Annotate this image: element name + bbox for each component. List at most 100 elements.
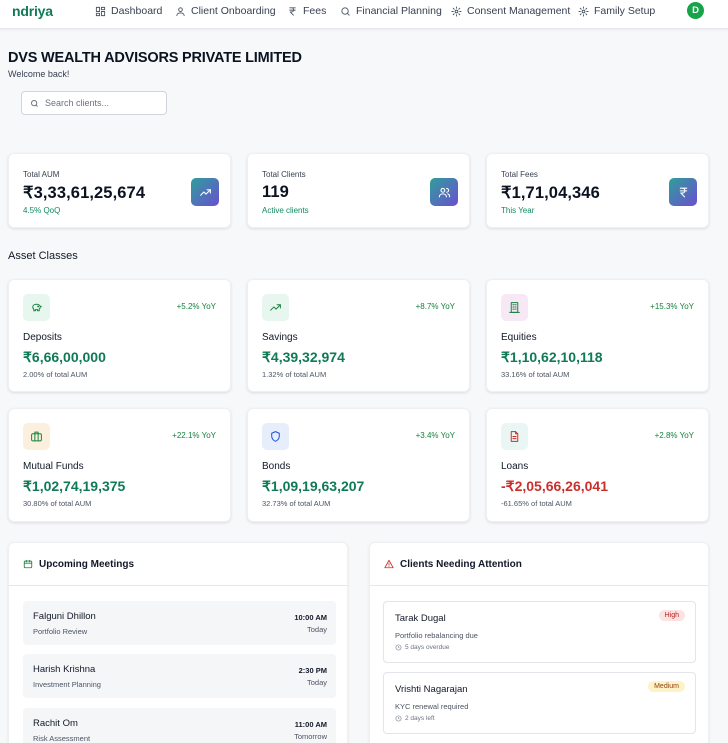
meeting-client-name: Falguni Dhillon — [33, 611, 96, 622]
brand-logo[interactable]: ndriya — [12, 3, 53, 19]
stat-subtext: Active clients — [262, 206, 309, 215]
asset-yoy: +2.8% YoY — [654, 431, 694, 440]
meeting-item[interactable]: Falguni Dhillon Portfolio Review 10:00 A… — [23, 601, 336, 645]
asset-name: Mutual Funds — [23, 461, 84, 472]
nav-fees[interactable]: Fees — [287, 5, 326, 17]
panel-title: Upcoming Meetings — [39, 558, 135, 570]
panel-header: Upcoming Meetings — [9, 543, 347, 586]
search-icon — [31, 99, 38, 107]
asset-name: Loans — [501, 461, 529, 472]
nav-dashboard[interactable]: Dashboard — [95, 5, 162, 17]
document-icon — [501, 423, 528, 450]
asset-percentage: -61.65% of total AUM — [501, 499, 572, 508]
nav-client-onboarding[interactable]: Client Onboarding — [175, 5, 276, 17]
user-icon — [176, 6, 185, 16]
attention-issue: KYC renewal required — [395, 702, 469, 711]
asset-card-bonds[interactable]: +3.4% YoY Bonds ₹1,09,19,63,207 32.73% o… — [247, 408, 470, 522]
shield-icon — [262, 423, 289, 450]
clients-attention-panel: Clients Needing Attention Tarak Dugal Po… — [369, 542, 709, 743]
gear-icon — [451, 5, 462, 17]
trend-up-icon — [191, 178, 219, 206]
stat-value: 119 — [262, 183, 289, 201]
attention-issue: Portfolio rebalancing due — [395, 631, 478, 640]
asset-percentage: 33.16% of total AUM — [501, 370, 570, 379]
attention-item[interactable]: Tarak Dugal Portfolio rebalancing due 5 … — [383, 601, 696, 663]
piggy-bank-icon — [23, 294, 50, 321]
asset-value: ₹1,02,74,19,375 — [23, 478, 126, 494]
nav-label: Dashboard — [111, 5, 163, 17]
asset-value: ₹1,09,19,63,207 — [262, 478, 365, 494]
dashboard-icon — [95, 6, 106, 16]
briefcase-icon — [23, 423, 50, 450]
attention-client-name: Vrishti Nagarajan — [395, 684, 468, 695]
asset-card-mutual-funds[interactable]: +22.1% YoY Mutual Funds ₹1,02,74,19,375 … — [8, 408, 231, 522]
asset-percentage: 1.32% of total AUM — [262, 370, 327, 379]
asset-card-equities[interactable]: +15.3% YoY Equities ₹1,10,62,10,118 33.1… — [486, 279, 709, 392]
stat-value: ₹3,33,61,25,674 — [23, 184, 146, 202]
stat-label: Total AUM — [23, 170, 60, 179]
attention-item[interactable]: Vrishti Nagarajan KYC renewal required 2… — [383, 672, 696, 734]
asset-percentage: 32.73% of total AUM — [262, 499, 331, 508]
meeting-day: Tomorrow — [294, 732, 327, 741]
nav-label: Financial Planning — [356, 5, 442, 17]
asset-card-deposits[interactable]: +5.2% YoY Deposits ₹6,66,00,000 2.00% of… — [8, 279, 231, 392]
gear-icon — [578, 5, 589, 17]
meeting-time: 2:30 PM — [298, 666, 327, 675]
meeting-time: 11:00 AM — [294, 720, 327, 729]
rupee-icon — [669, 178, 697, 206]
meeting-type: Risk Assessment — [33, 734, 91, 743]
building-icon — [501, 294, 528, 321]
attention-due: 2 days left — [395, 715, 435, 722]
stat-label: Total Clients — [262, 170, 306, 179]
attention-due-text: 5 days overdue — [405, 644, 450, 651]
search-box[interactable] — [21, 91, 167, 115]
stat-card-total-aum: Total AUM ₹3,33,61,25,674 4.5% QoQ — [8, 153, 231, 228]
meeting-client-name: Harish Krishna — [33, 664, 96, 675]
priority-badge: High — [658, 610, 685, 621]
calendar-icon — [23, 559, 33, 569]
welcome-text: Welcome back! — [8, 69, 70, 79]
user-avatar[interactable]: D — [687, 2, 704, 19]
stat-card-total-fees: Total Fees ₹1,71,04,346 This Year — [486, 153, 709, 228]
search-input[interactable] — [45, 98, 155, 108]
asset-value: ₹1,10,62,10,118 — [501, 349, 603, 365]
asset-value: -₹2,05,66,26,041 — [501, 478, 608, 494]
asset-percentage: 2.00% of total AUM — [23, 370, 88, 379]
asset-card-savings[interactable]: +8.7% YoY Savings ₹4,39,32,974 1.32% of … — [247, 279, 470, 392]
asset-yoy: +8.7% YoY — [415, 302, 455, 311]
asset-value: ₹6,66,00,000 — [23, 349, 106, 365]
asset-yoy: +15.3% YoY — [650, 302, 694, 311]
asset-yoy: +5.2% YoY — [176, 302, 216, 311]
attention-due-text: 2 days left — [405, 715, 435, 722]
nav-financial-planning[interactable]: Financial Planning — [340, 5, 442, 17]
asset-name: Equities — [501, 332, 537, 343]
stat-value: ₹1,71,04,346 — [501, 184, 600, 202]
asset-name: Deposits — [23, 332, 62, 343]
meeting-type: Portfolio Review — [33, 627, 88, 636]
asset-card-loans[interactable]: +2.8% YoY Loans -₹2,05,66,26,041 -61.65%… — [486, 408, 709, 522]
nav-family-setup[interactable]: Family Setup — [578, 5, 655, 17]
rupee-icon — [289, 6, 296, 16]
asset-name: Bonds — [262, 461, 291, 472]
meeting-day: Today — [306, 678, 327, 687]
trend-up-icon — [262, 294, 289, 321]
meeting-item[interactable]: Rachit Om Risk Assessment 11:00 AM Tomor… — [23, 708, 336, 743]
meeting-item[interactable]: Harish Krishna Investment Planning 2:30 … — [23, 654, 336, 698]
stat-label: Total Fees — [501, 170, 538, 179]
nav-label: Family Setup — [594, 5, 656, 17]
stat-card-total-clients: Total Clients 119 Active clients — [247, 153, 470, 228]
priority-badge: Medium — [648, 681, 685, 692]
attention-due: 5 days overdue — [395, 644, 449, 651]
asset-yoy: +22.1% YoY — [172, 431, 216, 440]
top-nav: ndriya Dashboard Client Onboarding Fees … — [0, 0, 728, 29]
meeting-day: Today — [306, 625, 327, 634]
meeting-client-name: Rachit Om — [33, 718, 78, 729]
meeting-type: Investment Planning — [33, 680, 101, 689]
upcoming-meetings-panel: Upcoming Meetings Falguni Dhillon Portfo… — [8, 542, 348, 743]
stat-subtext: 4.5% QoQ — [23, 206, 61, 215]
warning-icon — [384, 559, 394, 569]
nav-consent-management[interactable]: Consent Management — [451, 5, 570, 17]
search-icon — [341, 6, 350, 16]
nav-label: Client Onboarding — [191, 5, 276, 17]
stat-subtext: This Year — [501, 206, 535, 215]
